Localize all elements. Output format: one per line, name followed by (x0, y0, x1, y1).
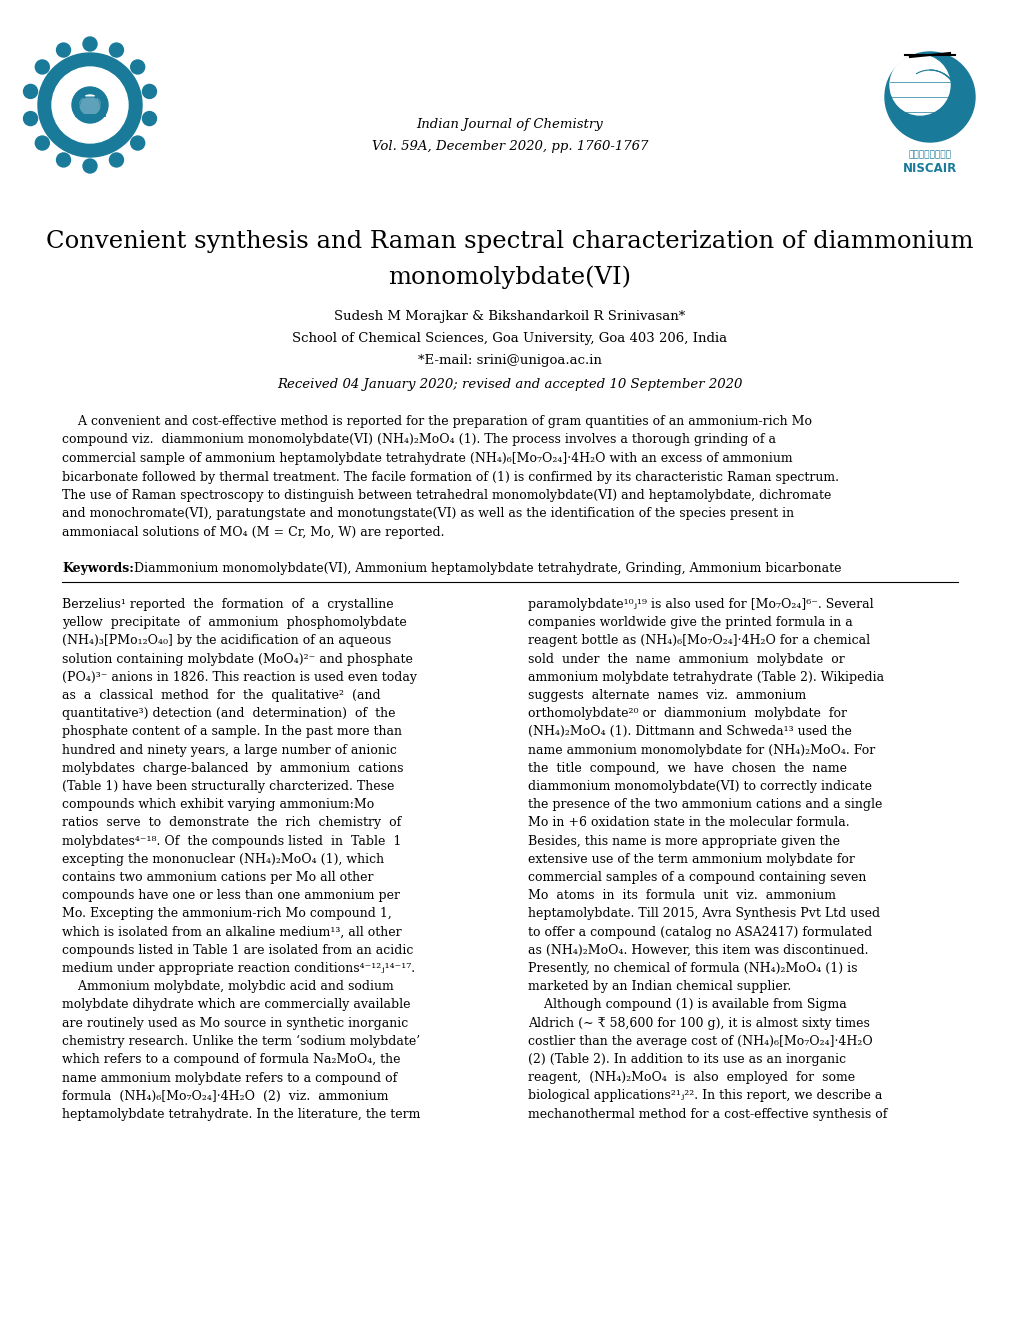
Circle shape (109, 153, 123, 166)
Circle shape (52, 67, 127, 143)
Text: monomolybdate(VI): monomolybdate(VI) (388, 265, 631, 289)
Circle shape (72, 87, 108, 123)
Circle shape (143, 112, 156, 125)
Text: Vol. 59A, December 2020, pp. 1760-1767: Vol. 59A, December 2020, pp. 1760-1767 (372, 140, 647, 153)
Circle shape (130, 59, 145, 74)
Text: Keywords:: Keywords: (62, 562, 133, 576)
Text: paramolybdate¹⁰ⱼ¹⁹ is also used for [Mo₇O₂₄]⁶⁻. Several
companies worldwide give: paramolybdate¹⁰ⱼ¹⁹ is also used for [Mo₇… (528, 598, 887, 1121)
Text: निस्केयर: निस्केयर (908, 150, 951, 158)
Text: A convenient and cost-effective method is reported for the preparation of gram q: A convenient and cost-effective method i… (62, 414, 839, 539)
Circle shape (143, 84, 156, 99)
Text: Berzelius¹ reported  the  formation  of  a  crystalline
yellow  precipitate  of : Berzelius¹ reported the formation of a c… (62, 598, 420, 1121)
Text: *E-mail: srini@unigoa.ac.in: *E-mail: srini@unigoa.ac.in (418, 354, 601, 367)
Polygon shape (76, 96, 104, 115)
Circle shape (36, 136, 49, 150)
Circle shape (884, 51, 974, 143)
Text: Convenient synthesis and Raman spectral characterization of diammonium: Convenient synthesis and Raman spectral … (46, 230, 973, 253)
Circle shape (109, 44, 123, 57)
Circle shape (56, 153, 70, 166)
Circle shape (79, 95, 100, 115)
Circle shape (38, 53, 142, 157)
Circle shape (36, 59, 49, 74)
Text: School of Chemical Sciences, Goa University, Goa 403 206, India: School of Chemical Sciences, Goa Univers… (292, 333, 727, 345)
Circle shape (83, 158, 97, 173)
Circle shape (130, 136, 145, 150)
Text: NISCAIR: NISCAIR (902, 162, 956, 176)
Circle shape (23, 84, 38, 99)
Text: Diammonium monomolybdate(VI), Ammonium heptamolybdate tetrahydrate, Grinding, Am: Diammonium monomolybdate(VI), Ammonium h… (129, 562, 841, 576)
Circle shape (890, 55, 949, 115)
Text: Indian Journal of Chemistry: Indian Journal of Chemistry (416, 117, 603, 131)
Circle shape (83, 37, 97, 51)
Text: Received 04 January 2020; revised and accepted 10 September 2020: Received 04 January 2020; revised and ac… (277, 378, 742, 391)
Circle shape (23, 112, 38, 125)
Text: Sudesh M Morajkar & Bikshandarkoil R Srinivasan*: Sudesh M Morajkar & Bikshandarkoil R Sri… (334, 310, 685, 323)
Circle shape (56, 44, 70, 57)
